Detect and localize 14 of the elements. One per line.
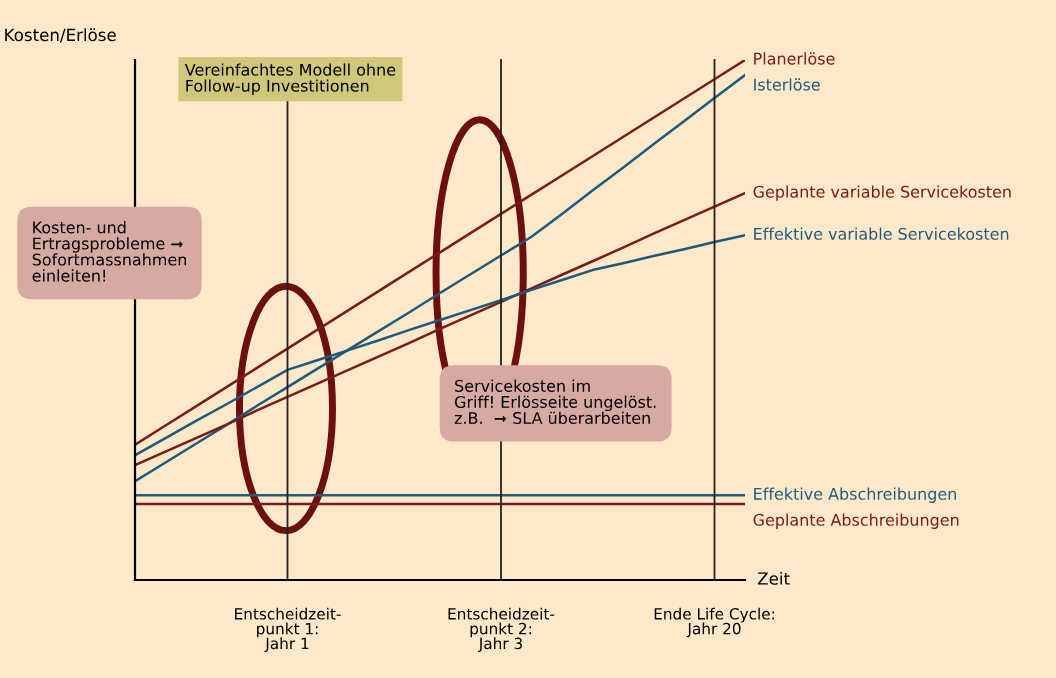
series-label: Effektive variable Servicekosten bbox=[754, 227, 1009, 240]
annotation: Vereinfachtes Modell ohne Follow-up Investitionen bbox=[184, 63, 396, 95]
annotation: Servicekosten im Griff! Erlösseite ungelöst. z.B. ➞ SLA überarbeiten bbox=[454, 379, 656, 425]
series-label: Effektive Abschreibungen bbox=[754, 487, 956, 503]
series-label: Planerlöse bbox=[754, 52, 835, 65]
series-label: Isterlöse bbox=[754, 78, 820, 91]
series-label: Geplante variable Servicekosten bbox=[753, 185, 1011, 201]
x-tick-label: Entscheidzeit- punkt 2: Jahr 3 bbox=[448, 607, 555, 653]
x-axis-title: Zeit bbox=[757, 571, 790, 585]
x-tick-label: Ende Life Cycle: Jahr 20 bbox=[654, 607, 774, 638]
annotation: Kosten- und Ertragsprobleme ➞ Sofortmassnahmen einleiten! bbox=[32, 221, 186, 282]
x-tick-label: Entscheidzeit- punkt 1: Jahr 1 bbox=[235, 607, 341, 653]
series-label: Geplante Abschreibungen bbox=[753, 513, 959, 529]
y-axis-title: Kosten/Erlöse bbox=[5, 28, 116, 43]
